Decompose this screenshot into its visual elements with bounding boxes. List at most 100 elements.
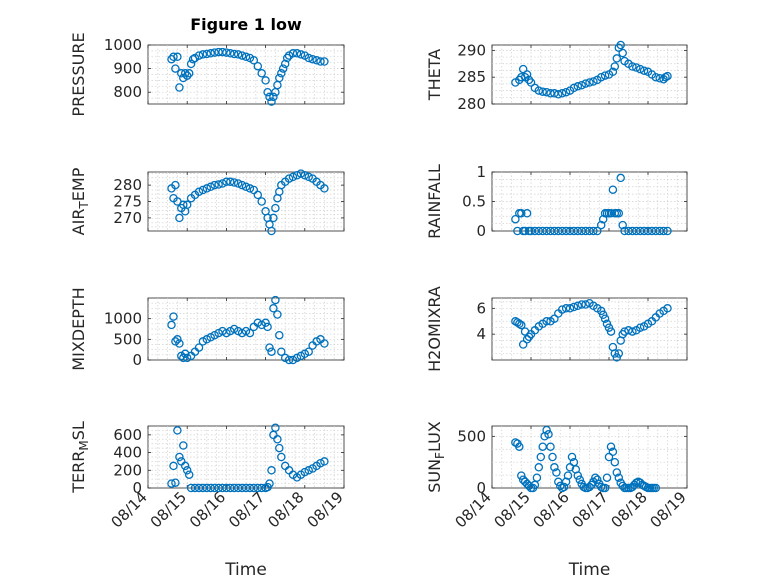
x-tick-label: 08/15 bbox=[491, 488, 534, 531]
air_temp-point bbox=[222, 177, 231, 187]
pressure-point bbox=[292, 49, 302, 58]
theta-point bbox=[585, 78, 594, 87]
sun_flux-point bbox=[614, 473, 624, 482]
terr_msl-point bbox=[167, 479, 176, 488]
rainfall-point bbox=[659, 226, 668, 236]
terr_msl-point bbox=[265, 479, 274, 488]
terr_msl-series bbox=[167, 423, 329, 493]
air_temp-series bbox=[167, 169, 329, 236]
mixdepth-point bbox=[273, 310, 282, 319]
sun_flux-point bbox=[524, 481, 534, 491]
rainfall-point bbox=[614, 209, 624, 218]
y-tick-label: 0 bbox=[476, 222, 486, 240]
mixdepth-point bbox=[173, 335, 182, 344]
sun_flux-point bbox=[575, 475, 585, 484]
h2omixra-point bbox=[557, 305, 567, 314]
pressure-point bbox=[277, 69, 286, 78]
theta-point bbox=[612, 54, 622, 63]
theta-point bbox=[616, 40, 625, 50]
x-tick-label: 08/19 bbox=[304, 488, 347, 531]
mixdepth-point bbox=[210, 330, 219, 340]
sun_flux-series bbox=[511, 425, 661, 493]
h2omixra-point bbox=[517, 320, 526, 330]
terr_msl-point bbox=[186, 483, 196, 493]
rainfall-point bbox=[517, 209, 526, 218]
sun_flux-point bbox=[602, 473, 612, 482]
rainfall-point bbox=[589, 226, 598, 236]
air_temp-point bbox=[194, 187, 204, 196]
sun_flux-point bbox=[515, 442, 524, 451]
theta-point bbox=[561, 87, 571, 97]
y-axis-label: MIXDEPTH bbox=[69, 287, 88, 370]
y-tick-label: 290 bbox=[457, 41, 486, 59]
air_temp-point bbox=[175, 213, 184, 223]
y-tick-label: 900 bbox=[113, 60, 142, 78]
sun_flux-point bbox=[546, 442, 555, 451]
sun_flux-point bbox=[600, 483, 610, 493]
x-tick-label: 08/16 bbox=[530, 488, 573, 531]
terr_msl-point bbox=[226, 483, 235, 493]
air_temp-point bbox=[226, 177, 235, 187]
pressure-point bbox=[169, 52, 178, 62]
theta-axes: 280 285 290 THETA bbox=[425, 40, 688, 113]
air_temp-point bbox=[245, 184, 255, 193]
air_temp-point bbox=[237, 180, 247, 190]
terr_msl-point bbox=[175, 452, 184, 462]
x-tick-label: 08/15 bbox=[147, 488, 190, 531]
theta-point bbox=[518, 64, 528, 74]
pressure-point bbox=[261, 76, 270, 85]
air_temp-point bbox=[198, 185, 208, 195]
theta-point bbox=[600, 71, 610, 80]
mixdepth-point bbox=[171, 337, 180, 346]
terr_msl-point bbox=[271, 423, 280, 433]
terr_msl-point bbox=[245, 483, 255, 493]
theta-point bbox=[554, 90, 563, 99]
pressure-point bbox=[182, 71, 192, 80]
pressure-point bbox=[237, 51, 247, 60]
mixdepth-point bbox=[169, 312, 178, 321]
theta-point bbox=[557, 89, 567, 98]
air_temp-point bbox=[233, 179, 243, 188]
air_temp-point bbox=[241, 182, 251, 192]
sun_flux-point bbox=[573, 471, 583, 480]
sun_flux-point bbox=[536, 452, 546, 462]
sun_flux-point bbox=[548, 452, 557, 462]
sun_flux-point bbox=[563, 471, 573, 480]
h2omixra-point bbox=[542, 317, 551, 326]
pressure-point bbox=[175, 83, 184, 92]
rainfall-point bbox=[593, 226, 602, 236]
air_temp-point bbox=[271, 203, 280, 213]
air_temp-point bbox=[210, 180, 219, 190]
h2omixra-point bbox=[565, 304, 575, 313]
theta-point bbox=[608, 67, 618, 77]
rainfall-axes: 0 0.5 1 RAINFALL bbox=[425, 163, 688, 240]
mixdepth-point bbox=[194, 343, 204, 352]
theta-point bbox=[526, 78, 536, 87]
pressure-point bbox=[180, 69, 190, 78]
x-axis-label: Time bbox=[568, 560, 611, 580]
y-tick-label: 1000 bbox=[104, 36, 142, 54]
y-axis-label: TERRMSL bbox=[69, 421, 91, 494]
sun_flux-point bbox=[567, 452, 577, 462]
terr_msl-point bbox=[320, 457, 329, 466]
theta-point bbox=[639, 66, 649, 75]
pressure-point bbox=[226, 49, 235, 58]
y-tick-label: 400 bbox=[113, 444, 142, 462]
mixdepth-point bbox=[269, 304, 278, 313]
sun_flux-point bbox=[610, 457, 620, 467]
mixdepth-point bbox=[175, 339, 184, 348]
air_temp-point bbox=[296, 169, 306, 178]
mixdepth-point bbox=[271, 295, 280, 305]
air_temp-point bbox=[267, 226, 276, 236]
pressure-axes: 800 900 1000 PRESSURE Figure 1 low bbox=[69, 15, 345, 117]
terr_msl-point bbox=[184, 470, 194, 479]
y-tick-label: 200 bbox=[113, 461, 142, 479]
air_temp-point bbox=[182, 200, 192, 210]
y-tick-label: 275 bbox=[113, 193, 142, 211]
pressure-point bbox=[210, 48, 219, 57]
pressure-point bbox=[265, 92, 274, 102]
chart-title: Figure 1 low bbox=[190, 15, 302, 34]
